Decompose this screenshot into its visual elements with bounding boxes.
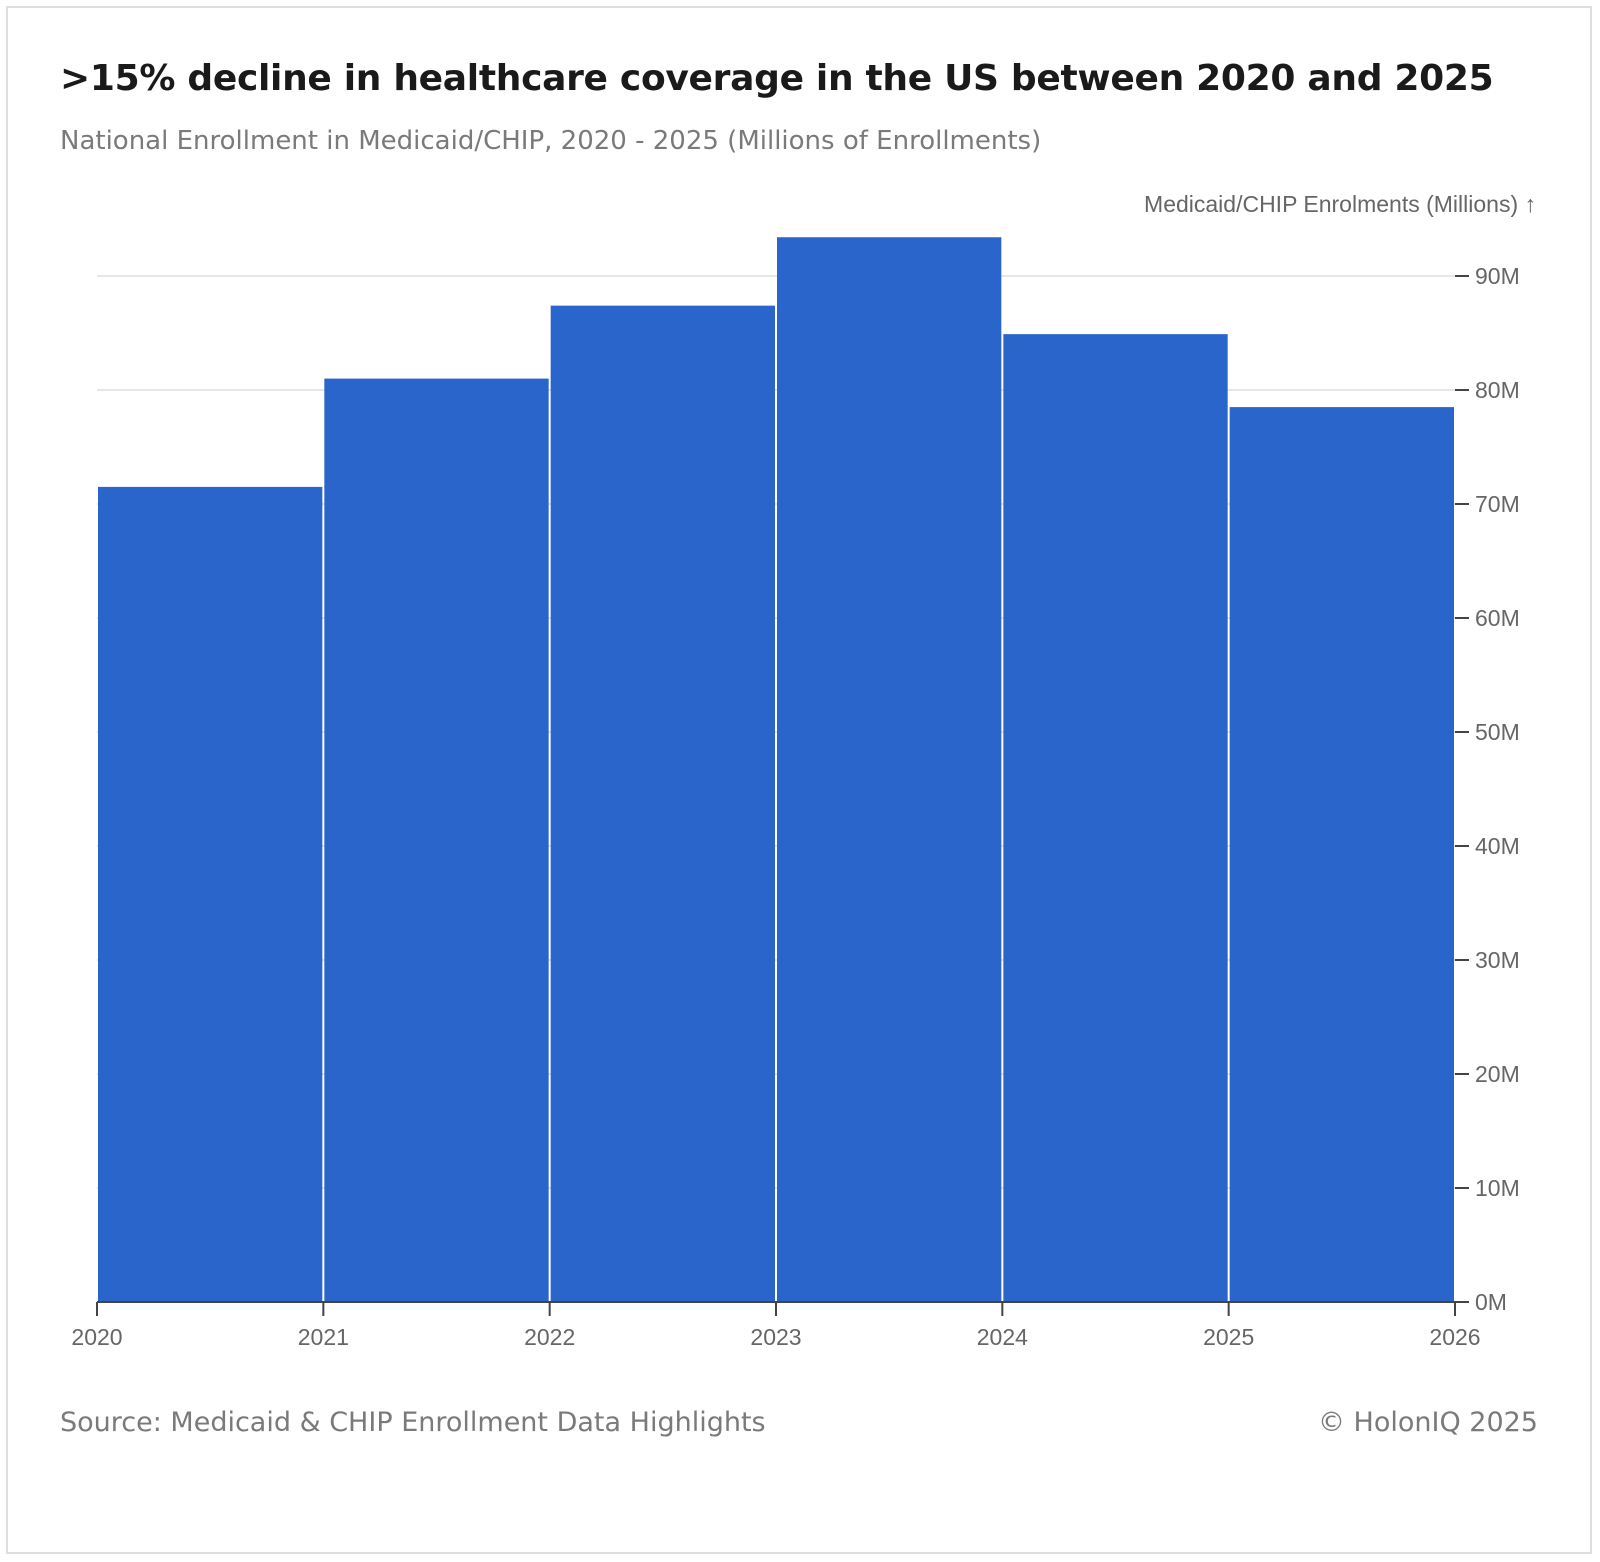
bar-2022 [550,305,775,1302]
x-tick-label: 2026 [1429,1324,1480,1350]
y-tick-label: 0M [1475,1289,1507,1315]
copyright-note: © HolonIQ 2025 [1317,1407,1538,1438]
bars [98,237,1454,1303]
bar-2020 [98,486,323,1302]
chart-subtitle: National Enrollment in Medicaid/CHIP, 20… [60,126,1042,156]
y-tick-label: 10M [1475,1175,1520,1201]
y-tick-label: 20M [1475,1061,1520,1087]
y-tick-label: 70M [1475,491,1520,517]
bar-2024 [1003,334,1228,1302]
y-axis-label: Medicaid/CHIP Enrolments (Millions) ↑ [1144,191,1536,217]
source-note: Source: Medicaid & CHIP Enrollment Data … [60,1407,766,1438]
bar-2025 [1229,407,1454,1303]
x-tick-label: 2025 [1203,1324,1254,1350]
y-tick-label: 60M [1475,605,1520,631]
y-tick-label: 90M [1475,263,1520,289]
grid-lines [97,275,1455,1189]
x-tick-label: 2024 [977,1324,1028,1350]
bar-2021 [324,378,549,1303]
y-tick-label: 50M [1475,719,1520,745]
y-tick-label: 80M [1475,377,1520,403]
x-tick-label: 2020 [71,1324,122,1350]
axes: 0M 10M 20M 30M 40M 50M 60M 70M 80M 90M 2020 2021 202… [71,263,1519,1350]
bar-2023 [777,237,1002,1303]
y-tick-label: 30M [1475,947,1520,973]
x-tick-label: 2022 [524,1324,575,1350]
y-tick-label: 40M [1475,833,1520,859]
x-tick-label: 2021 [298,1324,349,1350]
chart-title: >15% decline in healthcare coverage in t… [60,58,1494,99]
x-tick-label: 2023 [750,1324,801,1350]
